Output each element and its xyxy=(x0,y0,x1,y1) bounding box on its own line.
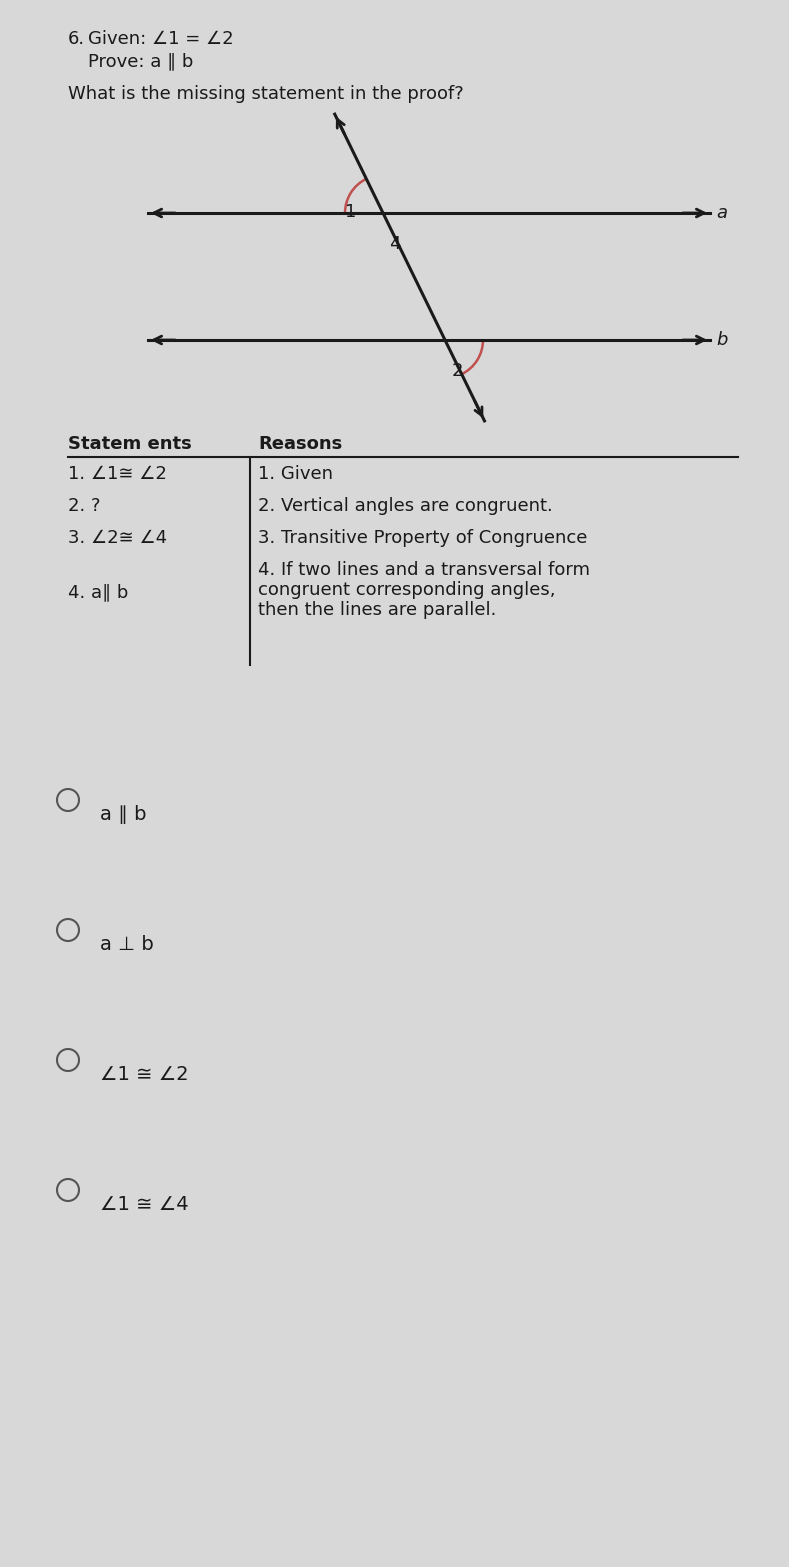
Text: 4: 4 xyxy=(389,235,401,252)
Text: 4. a∥ b: 4. a∥ b xyxy=(68,583,129,602)
Text: 3. Transitive Property of Congruence: 3. Transitive Property of Congruence xyxy=(258,530,587,547)
Text: Statem ents: Statem ents xyxy=(68,436,192,453)
Text: a: a xyxy=(716,204,727,223)
Text: 3. ∠2≅ ∠4: 3. ∠2≅ ∠4 xyxy=(68,530,167,547)
Text: ∠1 ≅ ∠4: ∠1 ≅ ∠4 xyxy=(100,1196,189,1214)
Text: Given: ∠1 = ∠2: Given: ∠1 = ∠2 xyxy=(88,30,234,49)
Text: a ∥ b: a ∥ b xyxy=(100,805,147,824)
Text: Reasons: Reasons xyxy=(258,436,342,453)
Text: Prove: a ∥ b: Prove: a ∥ b xyxy=(88,52,193,71)
Text: 1. ∠1≅ ∠2: 1. ∠1≅ ∠2 xyxy=(68,465,167,483)
Text: ∠1 ≅ ∠2: ∠1 ≅ ∠2 xyxy=(100,1066,189,1084)
Text: 2: 2 xyxy=(452,362,463,381)
Text: a ⊥ b: a ⊥ b xyxy=(100,935,154,954)
Text: b: b xyxy=(716,331,727,349)
Text: 2. Vertical angles are congruent.: 2. Vertical angles are congruent. xyxy=(258,497,553,516)
Text: congruent corresponding angles,: congruent corresponding angles, xyxy=(258,581,555,599)
Text: 1. Given: 1. Given xyxy=(258,465,333,483)
Text: 4. If two lines and a transversal form: 4. If two lines and a transversal form xyxy=(258,561,590,578)
Text: 1: 1 xyxy=(345,204,357,221)
Text: What is the missing statement in the proof?: What is the missing statement in the pro… xyxy=(68,85,464,103)
Text: 2. ?: 2. ? xyxy=(68,497,100,516)
Text: 6.: 6. xyxy=(68,30,85,49)
Text: then the lines are parallel.: then the lines are parallel. xyxy=(258,602,496,619)
